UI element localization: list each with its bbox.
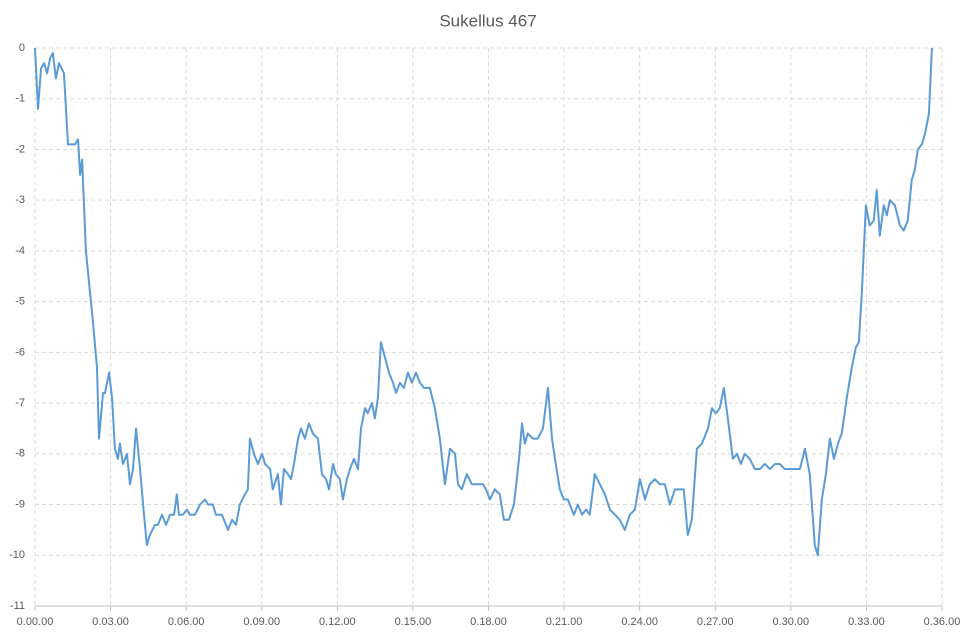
- y-tick-label: -2: [15, 143, 25, 155]
- y-tick-label: -9: [15, 498, 25, 510]
- depth-line: [34, 47, 933, 557]
- y-tick-label: -6: [15, 346, 25, 358]
- x-tick-label: 0.00.00: [17, 616, 54, 628]
- y-tick-label: -8: [15, 448, 25, 460]
- y-tick-label: -1: [15, 93, 25, 105]
- y-tick-label: -11: [10, 600, 25, 612]
- x-tick-label: 0.24.00: [621, 616, 658, 628]
- x-tick-label: 0.09.00: [243, 616, 280, 628]
- x-tick-label: 0.27.00: [697, 616, 734, 628]
- y-tick-label: -10: [9, 549, 25, 561]
- x-tick-label: 0.18.00: [470, 616, 507, 628]
- x-tick-label: 0.33.00: [848, 616, 885, 628]
- y-tick-label: -7: [15, 397, 25, 409]
- x-tick-label: 0.15.00: [395, 616, 432, 628]
- x-tick-label: 0.12.00: [319, 616, 356, 628]
- x-tick-label: 0.36.00: [924, 616, 961, 628]
- x-tick-label: 0.03.00: [92, 616, 129, 628]
- x-tick-label: 0.30.00: [772, 616, 809, 628]
- x-tick-label: 0.06.00: [168, 616, 205, 628]
- y-tick-label: 0: [19, 42, 25, 54]
- chart-title: Sukellus 467: [439, 11, 536, 30]
- y-tick-label: -3: [15, 194, 25, 206]
- x-tick-label: 0.21.00: [546, 616, 583, 628]
- y-tick-label: -5: [15, 296, 25, 308]
- y-tick-label: -4: [15, 245, 25, 257]
